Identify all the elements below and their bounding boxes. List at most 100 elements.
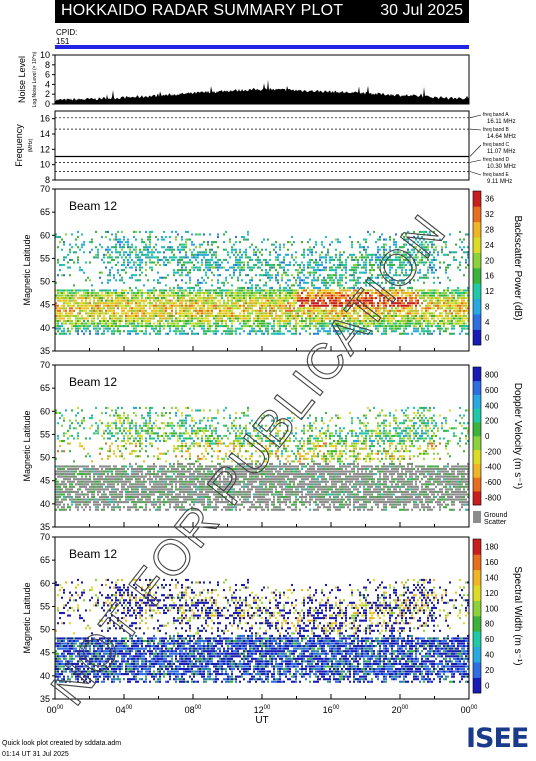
power-cell [69, 312, 71, 315]
power-cell [165, 317, 167, 320]
power-cell [463, 317, 465, 320]
power-cell [449, 291, 451, 295]
power-cell [409, 281, 411, 284]
velocity-cell [91, 490, 93, 493]
power-cell [341, 327, 343, 330]
power-cell [415, 322, 417, 325]
power-cell [283, 269, 285, 272]
power-cell [409, 319, 411, 323]
power-cell [169, 317, 171, 320]
power-cell [81, 233, 83, 236]
power-cell [181, 266, 183, 269]
power-cell [69, 251, 71, 254]
power-cell [389, 253, 391, 256]
velocity-cell [97, 470, 99, 473]
power-cell [301, 261, 303, 264]
power-cell [387, 302, 389, 305]
power-cell [369, 299, 371, 302]
velocity-cell [59, 488, 61, 491]
power-cell [323, 314, 325, 317]
power-cell [175, 317, 177, 320]
power-cell [95, 312, 97, 315]
power-ytick-label: 65 [40, 207, 50, 217]
power-cell [247, 238, 249, 241]
power-cell [207, 266, 209, 269]
power-cell [429, 291, 431, 295]
power-cell [425, 325, 427, 328]
power-cell [423, 297, 425, 300]
power-cell [69, 319, 71, 323]
power-cell [79, 319, 81, 323]
power-cell [221, 314, 223, 317]
power-cell [193, 332, 195, 335]
power-cell [169, 304, 171, 307]
power-cell [341, 261, 343, 264]
power-cell [337, 266, 339, 269]
power-cell [129, 261, 131, 264]
power-cell [263, 332, 265, 335]
power-cell [267, 322, 269, 325]
power-cell [197, 284, 199, 287]
velocity-cell [91, 470, 93, 473]
velocity-cell [99, 498, 101, 501]
power-cell [265, 309, 267, 312]
velocity-cell [77, 411, 79, 415]
velocity-cell [93, 480, 95, 483]
power-cell [71, 294, 73, 297]
power-cell [297, 269, 299, 272]
power-cell [91, 304, 93, 307]
power-cell [461, 327, 463, 330]
power-cell [371, 276, 373, 279]
power-cell [225, 276, 227, 279]
power-cell [57, 294, 59, 297]
power-cell [81, 243, 83, 246]
power-cell [369, 322, 371, 325]
power-cell [155, 327, 157, 330]
velocity-cell [67, 429, 69, 432]
power-cell [109, 248, 111, 251]
velocity-cell [89, 455, 91, 458]
power-cell [303, 281, 305, 284]
power-cell [95, 256, 97, 259]
velocity-cell [63, 419, 65, 422]
velocity-cell [77, 501, 79, 504]
velocity-cell [83, 417, 85, 420]
power-cell [399, 251, 401, 254]
power-cell [247, 309, 249, 312]
power-cell [421, 302, 423, 305]
velocity-cell [55, 483, 57, 486]
power-cell [149, 322, 151, 325]
power-cell [395, 271, 397, 274]
power-cell [71, 304, 73, 307]
power-cell [369, 258, 371, 261]
power-cell [197, 319, 199, 323]
power-cell [431, 312, 433, 315]
power-cell [305, 319, 307, 323]
power-cell [97, 291, 99, 295]
power-cell [233, 319, 235, 323]
power-cell [161, 289, 163, 292]
power-cell [355, 269, 357, 272]
power-cell [365, 312, 367, 315]
power-cell [421, 294, 423, 297]
power-cell [185, 253, 187, 256]
power-cell [313, 332, 315, 335]
power-cell [83, 302, 85, 305]
power-cell [429, 299, 431, 302]
velocity-cell [107, 427, 109, 430]
power-cell [289, 289, 291, 292]
power-cell [153, 312, 155, 315]
power-cell [425, 241, 427, 244]
power-cell [461, 304, 463, 307]
power-cell [411, 314, 413, 317]
power-cell [283, 302, 285, 305]
power-cell [189, 276, 191, 279]
power-cell [77, 289, 79, 292]
power-cell [95, 302, 97, 305]
power-cell [171, 309, 173, 312]
power-cell [377, 258, 379, 261]
power-cell [173, 248, 175, 251]
power-cell [269, 279, 271, 282]
power-cell [177, 322, 179, 325]
power-cell [397, 307, 399, 310]
